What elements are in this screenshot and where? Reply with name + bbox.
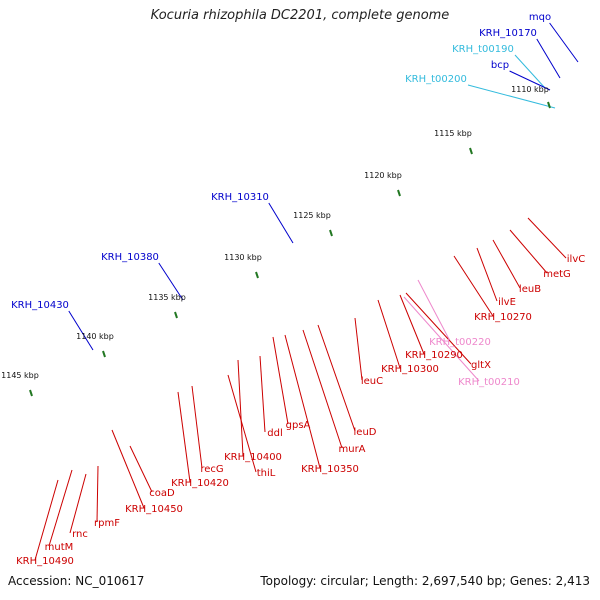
- leader-line: [259, 355, 266, 433]
- tick-mark: [397, 189, 401, 197]
- tick-mark: [547, 101, 551, 109]
- map-title: Kocuria rhizophila DC2201, complete geno…: [150, 8, 450, 23]
- leader-line: [476, 247, 498, 302]
- labels-layer: 1110 kbp 1115 kbp 1120 kbp 1125 kbp 1130 kbp…: [1, 12, 585, 567]
- gene-label-inner: ilvC: [567, 254, 585, 265]
- leader-line: [403, 296, 480, 382]
- leader-line: [237, 359, 244, 457]
- leader-line: [453, 255, 494, 317]
- gene-label-inner: KRH_10270: [474, 312, 532, 323]
- leader-line: [48, 469, 73, 547]
- leader-line: [68, 310, 94, 351]
- leader-line: [354, 317, 363, 381]
- tick-label: 1130 kbp: [224, 253, 262, 262]
- tick-label: 1120 kbp: [364, 171, 402, 180]
- gene-label-inner: murA: [338, 444, 365, 455]
- tick-label: 1110 kbp: [511, 85, 549, 94]
- gene-label-inner: recG: [200, 464, 223, 475]
- gene-label-inner: KRH_t00210: [458, 377, 520, 388]
- gene-label-inner: coaD: [149, 488, 175, 499]
- genome-summary-text: Topology: circular; Length: 2,697,540 bp…: [260, 574, 590, 588]
- gene-label-inner: metG: [543, 269, 571, 280]
- tick-mark: [174, 311, 178, 319]
- tick-label: 1125 kbp: [293, 211, 331, 220]
- leader-line: [191, 385, 203, 469]
- leader-line: [34, 479, 59, 561]
- leader-line: [399, 294, 425, 355]
- tick-label: 1140 kbp: [76, 332, 114, 341]
- leader-line: [417, 279, 451, 342]
- leader-line: [272, 336, 289, 425]
- gene-label-inner: KRH_10420: [171, 478, 229, 489]
- gene-label-inner: gpsA: [286, 420, 311, 431]
- leader-line: [527, 217, 567, 259]
- tick-mark: [329, 229, 333, 237]
- leader-line: [467, 84, 556, 109]
- gene-label-inner: leuD: [354, 427, 377, 438]
- leader-line: [111, 429, 145, 509]
- gene-label-inner: leuB: [519, 284, 541, 295]
- leader-line: [69, 473, 87, 534]
- gene-label-inner: ddl: [267, 428, 282, 439]
- gene-label-outer: KRH_t00200: [405, 74, 467, 85]
- tick-mark: [469, 147, 473, 155]
- leader-line: [284, 334, 321, 469]
- leader-line: [509, 70, 551, 91]
- accession-text: Accession: NC_010617: [8, 574, 145, 588]
- tick-mark: [29, 389, 33, 397]
- leader-line: [227, 374, 257, 473]
- leader-line: [302, 329, 343, 449]
- gene-label-outer: bcp: [491, 60, 509, 71]
- gene-label-outer: KRH_t00190: [452, 44, 514, 55]
- leader-line: [268, 202, 294, 244]
- leader-line: [317, 324, 356, 432]
- gene-label-inner: KRH_10490: [16, 556, 74, 567]
- gene-label-inner: thiL: [257, 468, 276, 479]
- tick-mark: [255, 271, 259, 279]
- leader-lines-layer: [34, 22, 579, 561]
- gene-label-inner: gltX: [471, 360, 491, 371]
- leader-line: [509, 229, 548, 274]
- gene-label-inner: KRH_10290: [405, 350, 463, 361]
- gene-label-inner: rpmF: [94, 518, 120, 529]
- gene-label-inner: leuC: [361, 376, 383, 387]
- gene-label-inner: ilvE: [498, 297, 516, 308]
- gene-label-outer: KRH_10380: [101, 252, 159, 263]
- tick-label: 1135 kbp: [148, 293, 186, 302]
- tick-label: 1115 kbp: [434, 129, 472, 138]
- gene-label-outer: mqo: [529, 12, 551, 23]
- leader-line: [129, 445, 153, 493]
- leader-line: [492, 239, 521, 289]
- gene-label-inner: KRH_10300: [381, 364, 439, 375]
- gene-label-inner: KRH_10400: [224, 452, 282, 463]
- gene-label-outer: KRH_10310: [211, 192, 269, 203]
- tick-mark: [102, 350, 106, 358]
- tick-label: 1145 kbp: [1, 371, 39, 380]
- leader-line: [549, 22, 579, 63]
- gene-label-inner: KRH_10350: [301, 464, 359, 475]
- gene-label-outer: KRH_10170: [479, 28, 537, 39]
- leader-line: [536, 38, 561, 79]
- gene-label-inner: rnc: [72, 529, 88, 540]
- leader-line: [96, 465, 99, 523]
- leader-line: [514, 54, 546, 89]
- gene-label-inner: KRH_10450: [125, 504, 183, 515]
- gene-label-inner: mutM: [45, 542, 74, 553]
- leader-line: [405, 292, 472, 365]
- gene-label-outer: KRH_10430: [11, 300, 69, 311]
- leader-line: [177, 391, 191, 483]
- leader-line: [377, 299, 401, 369]
- gene-label-inner: KRH_t00220: [429, 337, 491, 348]
- leader-line: [158, 262, 184, 301]
